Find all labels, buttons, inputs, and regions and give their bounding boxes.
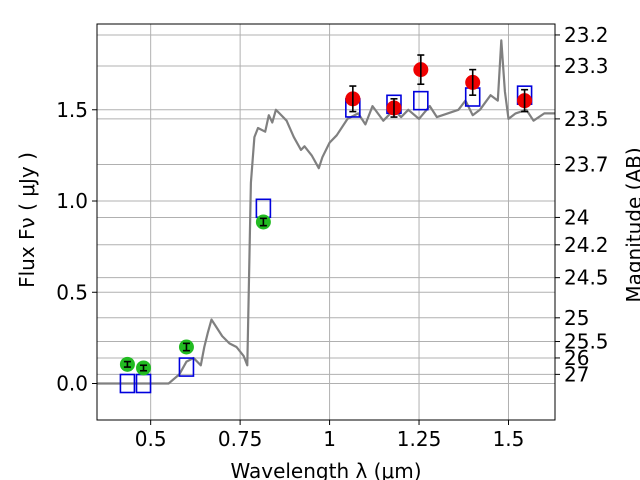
y-axis-label: Flux Fν ( μJy ) (15, 152, 39, 288)
plot-frame (96, 23, 556, 421)
y2-axis-label: Magnitude (AB) (622, 147, 640, 302)
y2-tick-label: 24.2 (564, 233, 609, 257)
y-tick-label: 1.5 (56, 98, 88, 122)
plot-area (97, 39, 555, 394)
y2-tick-label: 24 (564, 205, 589, 229)
x-tick-label: 0.5 (135, 427, 167, 451)
y-tick-label: 0.5 (56, 280, 88, 304)
x-tick-label: 1.25 (397, 427, 442, 451)
model-flux-square (413, 90, 429, 111)
x-tick-label: 1.5 (493, 427, 525, 451)
template-spectrum-line (97, 39, 555, 385)
y2-tick-label: 24.5 (564, 266, 609, 290)
x-axis-label: Wavelength λ (μm) (230, 459, 421, 480)
y2-tick-label: 26 (564, 346, 589, 370)
y-tick-label: 0.0 (56, 372, 88, 396)
y2-tick-label: 25.5 (564, 330, 609, 354)
model-flux-square (178, 357, 195, 377)
model-flux-square (119, 373, 136, 394)
x-tick-label: 1 (323, 427, 336, 451)
y2-tick-label: 23.2 (564, 23, 609, 47)
y-tick-label: 1.0 (56, 189, 88, 213)
y-axis-ticks: 0.0 0.5 1.0 1.5 (56, 98, 97, 396)
x-axis-ticks: 0.5 0.75 1 1.25 1.5 (135, 420, 525, 451)
x-tick-label: 0.75 (218, 427, 263, 451)
y2-tick-label: 23.7 (564, 153, 609, 177)
y2-tick-label: 23.3 (564, 54, 609, 78)
y2-tick-label: 23.5 (564, 107, 609, 131)
grid (97, 24, 555, 420)
y2-tick-label: 27 (564, 362, 589, 386)
y2-tick-label: 25 (564, 306, 589, 330)
